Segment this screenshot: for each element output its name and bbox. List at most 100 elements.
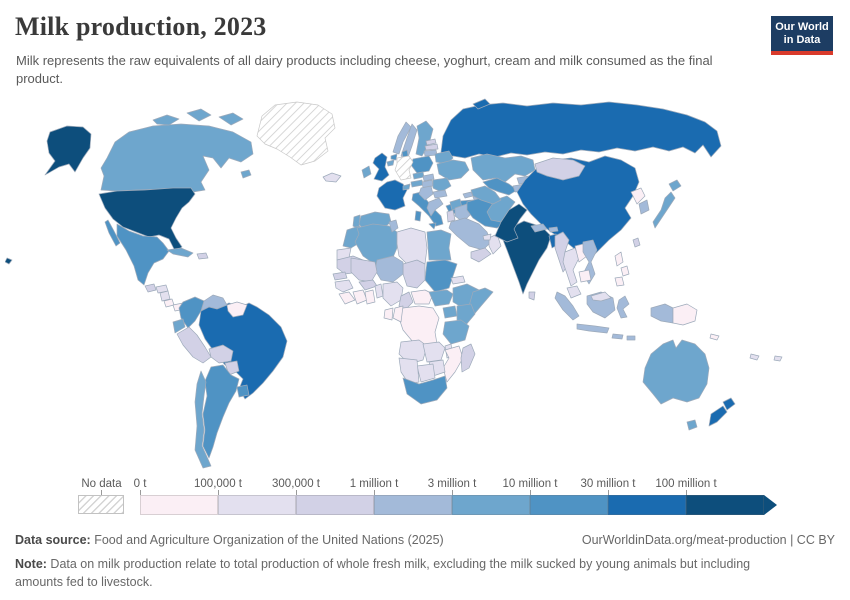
legend-color-bin[interactable] (608, 495, 686, 515)
country-slovakia[interactable] (422, 173, 435, 182)
country-ecuador[interactable] (172, 318, 186, 334)
country-pakistan[interactable] (494, 203, 528, 243)
country-venezuela[interactable] (200, 294, 228, 312)
country-guyana[interactable] (226, 301, 248, 318)
country-ukraine[interactable] (436, 159, 470, 181)
country-libya[interactable] (396, 227, 428, 267)
country-canada[interactable] (100, 108, 254, 193)
legend-no-data-swatch[interactable] (78, 495, 124, 514)
country-philippines[interactable] (614, 251, 630, 287)
country-south-sudan[interactable] (428, 289, 454, 307)
country-mozambique[interactable] (442, 345, 464, 383)
country-senegal[interactable] (332, 271, 348, 281)
country-united-arab-emirates[interactable] (482, 233, 492, 241)
country-bolivia[interactable] (208, 344, 234, 364)
country-solomon-islands[interactable] (709, 333, 720, 341)
country-new-zealand[interactable] (708, 397, 736, 427)
country-fiji[interactable] (773, 355, 783, 362)
country-saudi-arabia[interactable] (448, 217, 492, 251)
legend-color-bin[interactable] (296, 495, 374, 515)
country-czechia[interactable] (412, 171, 425, 180)
country-angola[interactable] (398, 339, 428, 365)
country-cameroon[interactable] (398, 291, 414, 311)
country-ghana[interactable] (364, 289, 376, 305)
country-japan[interactable] (652, 179, 682, 229)
country-latvia[interactable] (424, 143, 439, 151)
country-united-kingdom[interactable] (372, 152, 390, 182)
country-russia[interactable] (440, 98, 722, 159)
country-iceland[interactable] (322, 172, 342, 183)
country-georgia[interactable] (462, 191, 474, 199)
country-mongolia[interactable] (534, 157, 586, 181)
country-romania[interactable] (432, 177, 452, 193)
country-liberia[interactable] (338, 291, 356, 305)
country-uruguay[interactable] (236, 384, 250, 398)
country-gabon[interactable] (383, 307, 394, 321)
country-new-caledonia[interactable] (749, 353, 760, 361)
country-united-states[interactable] (5, 125, 196, 265)
country-congo[interactable] (392, 305, 404, 323)
country-north-korea[interactable] (630, 187, 646, 205)
country-bulgaria[interactable] (432, 189, 448, 199)
country-belgium[interactable] (386, 159, 395, 167)
country-greece[interactable] (426, 197, 444, 217)
country-nepal[interactable] (530, 223, 548, 233)
legend-color-bin[interactable] (218, 495, 296, 515)
country-austria[interactable] (410, 179, 424, 188)
country-jordan[interactable] (446, 209, 456, 223)
owid-link[interactable]: OurWorldinData.org/meat-production | CC … (581, 533, 835, 547)
country-germany[interactable] (394, 155, 414, 181)
country-guinea[interactable] (334, 279, 354, 293)
country-south-korea[interactable] (638, 199, 650, 215)
country-bhutan[interactable] (548, 226, 559, 233)
country-greenland[interactable] (256, 101, 336, 166)
country-cambodia[interactable] (578, 269, 592, 283)
country-kazakhstan[interactable] (470, 153, 536, 183)
country-switzerland[interactable] (402, 183, 411, 191)
country-egypt[interactable] (426, 229, 452, 261)
legend-color-bin[interactable] (530, 495, 608, 515)
country-poland[interactable] (410, 155, 434, 174)
country-papua-new-guinea[interactable] (672, 303, 698, 326)
country-netherlands[interactable] (390, 153, 398, 161)
country-cuba[interactable] (166, 247, 194, 258)
country-sudan[interactable] (424, 259, 458, 293)
country-nicaragua[interactable] (159, 290, 171, 302)
country-mexico[interactable] (104, 219, 170, 286)
country-south-africa[interactable] (402, 375, 448, 405)
country-australia[interactable] (642, 339, 710, 431)
country-tanzania[interactable] (442, 319, 470, 345)
country-uzbekistan[interactable] (482, 177, 518, 196)
country-france[interactable] (376, 179, 408, 211)
country-ireland[interactable] (361, 165, 372, 179)
country-madagascar[interactable] (460, 343, 476, 373)
country-colombia[interactable] (178, 296, 205, 329)
country-chad[interactable] (402, 259, 426, 289)
country-turkmenistan[interactable] (470, 185, 502, 205)
country-burkina-faso[interactable] (358, 279, 378, 291)
country-uganda[interactable] (442, 305, 458, 319)
legend-color-bin[interactable] (374, 495, 452, 515)
legend-color-bin[interactable] (140, 495, 218, 515)
country-dominican-republic[interactable] (196, 252, 209, 260)
country-mali[interactable] (350, 257, 378, 283)
legend-color-bin[interactable] (686, 495, 764, 515)
legend-color-bin[interactable] (452, 495, 530, 515)
country-zambia[interactable] (422, 341, 446, 363)
country-malaysia[interactable] (566, 285, 612, 302)
country-niger[interactable] (374, 255, 404, 283)
country-sri-lanka[interactable] (528, 291, 536, 301)
country-tunisia[interactable] (388, 219, 399, 233)
country-chile[interactable] (194, 370, 212, 469)
country-botswana[interactable] (416, 363, 436, 383)
country-serbia[interactable] (418, 185, 434, 201)
country-benin[interactable] (374, 283, 384, 299)
country-yemen[interactable] (470, 247, 492, 263)
country-central-african-republic[interactable] (410, 289, 434, 305)
country-guatemala[interactable] (144, 283, 157, 293)
country-argentina[interactable] (202, 364, 240, 459)
country-finland[interactable] (415, 120, 434, 157)
country-estonia[interactable] (425, 138, 437, 146)
country-indonesia[interactable] (554, 291, 674, 341)
country-eritrea[interactable] (450, 275, 466, 285)
